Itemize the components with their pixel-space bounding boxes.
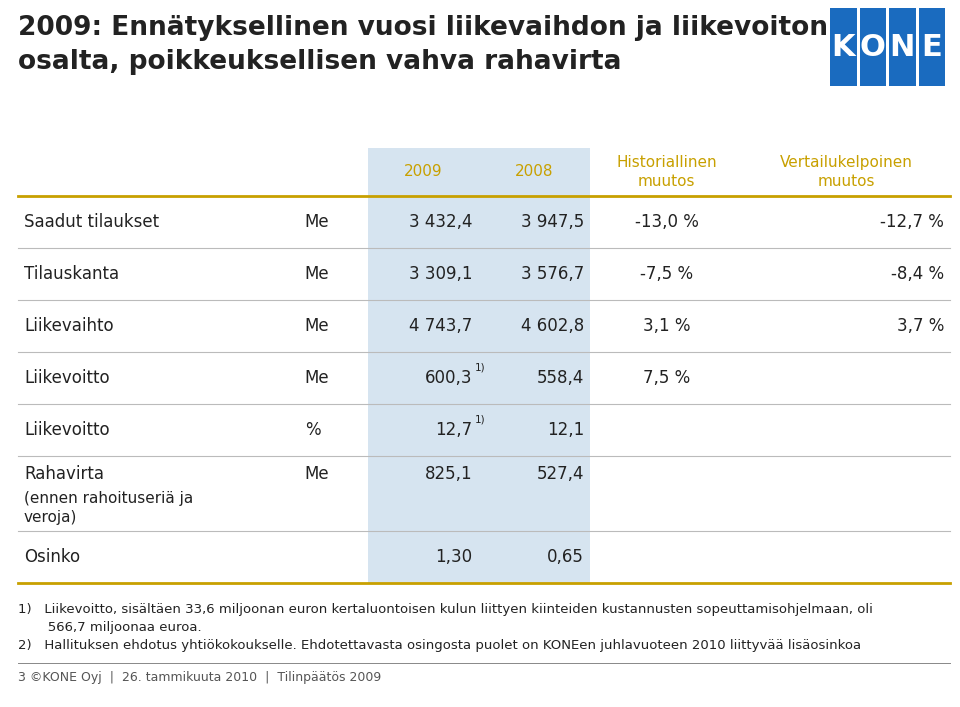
Text: Tilauskanta: Tilauskanta [24,265,119,283]
Bar [368,148,589,583]
Text: 12,1: 12,1 [546,421,584,439]
Text: 3 947,5: 3 947,5 [520,213,584,231]
Text: 558,4: 558,4 [537,369,584,387]
Text: -13,0 %: -13,0 % [635,213,699,231]
Text: Rahavirta: Rahavirta [24,465,104,483]
Text: 2009: Ennätyksellinen vuosi liikevaihdon ja liikevoiton
osalta, poikkeuksellisen: 2009: Ennätyksellinen vuosi liikevaihdon… [18,15,828,75]
Text: -12,7 %: -12,7 % [880,213,944,231]
Text: 2008: 2008 [516,165,554,180]
Text: Me: Me [304,317,329,335]
Text: 527,4: 527,4 [537,465,584,483]
Text: 3 432,4: 3 432,4 [409,213,472,231]
Text: (ennen rahoituseriä ja
veroja): (ennen rahoituseriä ja veroja) [24,491,193,525]
Text: 3 ©KONE Oyj  |  26. tammikuuta 2010  |  Tilinpäätös 2009: 3 ©KONE Oyj | 26. tammikuuta 2010 | Tili… [18,671,381,684]
Text: 1): 1) [474,363,486,373]
Text: 3,7 %: 3,7 % [897,317,944,335]
Text: Liikevaihto: Liikevaihto [24,317,113,335]
Text: 4 743,7: 4 743,7 [410,317,472,335]
Text: 566,7 miljoonaa euroa.: 566,7 miljoonaa euroa. [18,621,202,634]
Text: -8,4 %: -8,4 % [891,265,944,283]
Text: 3,1 %: 3,1 % [643,317,690,335]
Text: Liikevoitto: Liikevoitto [24,369,109,387]
Text: E: E [922,33,942,62]
Text: Liikevoitto: Liikevoitto [24,421,109,439]
Text: 600,3: 600,3 [425,369,472,387]
Text: Me: Me [304,465,329,483]
Text: 1,30: 1,30 [436,548,472,566]
Text: N: N [890,33,915,62]
Text: 2)   Hallituksen ehdotus yhtiökokoukselle. Ehdotettavasta osingosta puolet on KO: 2) Hallituksen ehdotus yhtiökokoukselle.… [18,639,861,652]
Text: 12,7: 12,7 [436,421,472,439]
Text: Vertailukelpoinen
muutos: Vertailukelpoinen muutos [780,156,913,189]
Text: 1)   Liikevoitto, sisältäen 33,6 miljoonan euron kertaluontoisen kulun liittyen : 1) Liikevoitto, sisältäen 33,6 miljoonan… [18,603,873,616]
Text: Me: Me [304,369,329,387]
Text: -7,5 %: -7,5 % [640,265,693,283]
Text: Me: Me [304,265,329,283]
Text: K: K [831,33,855,62]
Text: 2009: 2009 [404,165,443,180]
Text: Me: Me [304,213,329,231]
Text: 3 576,7: 3 576,7 [520,265,584,283]
Text: 825,1: 825,1 [425,465,472,483]
Text: 7,5 %: 7,5 % [643,369,690,387]
Text: Historiallinen
muutos: Historiallinen muutos [616,156,717,189]
Bar [919,8,945,86]
Text: 4 602,8: 4 602,8 [520,317,584,335]
Text: 0,65: 0,65 [547,548,584,566]
Text: %: % [304,421,321,439]
Text: Osinko: Osinko [24,548,80,566]
Bar [859,8,886,86]
Text: 3 309,1: 3 309,1 [409,265,472,283]
Text: 1): 1) [474,415,486,425]
Bar [830,8,856,86]
Text: Saadut tilaukset: Saadut tilaukset [24,213,159,231]
Bar [889,8,916,86]
Text: O: O [860,33,886,62]
